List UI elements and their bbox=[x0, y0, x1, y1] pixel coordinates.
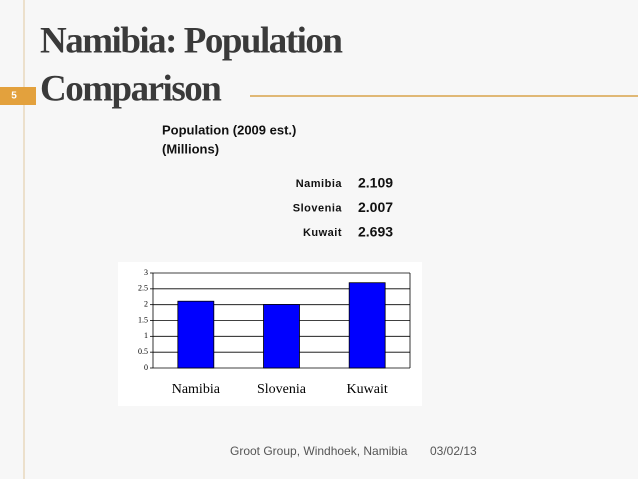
y-tick-label: 0.5 bbox=[138, 347, 148, 356]
title-line: Comparison bbox=[40, 68, 222, 109]
population-table: Namibia 2.109 Slovenia 2.007 Kuwait 2.693 bbox=[293, 175, 393, 240]
x-tick-label: Slovenia bbox=[257, 382, 307, 397]
subtitle-line: (Millions) bbox=[162, 141, 219, 156]
date: 03/02/13 bbox=[430, 444, 477, 458]
population-value: 2.109 bbox=[358, 175, 393, 191]
slide-number: 5 bbox=[11, 91, 17, 102]
population-value: 2.007 bbox=[358, 199, 393, 215]
bar bbox=[177, 300, 215, 369]
population-value: 2.693 bbox=[358, 224, 393, 240]
country-name: Kuwait bbox=[303, 227, 342, 239]
chart: 0 0.5 1 1.5 2 2.5 3 Namibia Slovenia Kuwait bbox=[138, 268, 411, 397]
footer: Groot Group, Windhoek, Namibia bbox=[230, 444, 408, 458]
slide-number-box bbox=[0, 87, 36, 105]
y-tick-label: 2.5 bbox=[138, 284, 148, 293]
bar bbox=[348, 282, 386, 369]
x-tick-label: Kuwait bbox=[347, 382, 388, 397]
y-tick-label: 3 bbox=[144, 268, 148, 277]
bar bbox=[263, 304, 300, 369]
country-name: Namibia bbox=[296, 178, 343, 190]
y-tick-label: 1.5 bbox=[138, 315, 148, 324]
y-tick-label: 0 bbox=[144, 363, 148, 372]
y-tick-label: 2 bbox=[144, 299, 148, 308]
y-tick-label: 1 bbox=[144, 331, 148, 340]
title-line: Namibia: Population bbox=[40, 20, 343, 61]
x-tick-label: Namibia bbox=[172, 382, 221, 397]
country-name: Slovenia bbox=[293, 202, 343, 214]
subtitle-line: Population (2009 est.) bbox=[162, 122, 296, 137]
